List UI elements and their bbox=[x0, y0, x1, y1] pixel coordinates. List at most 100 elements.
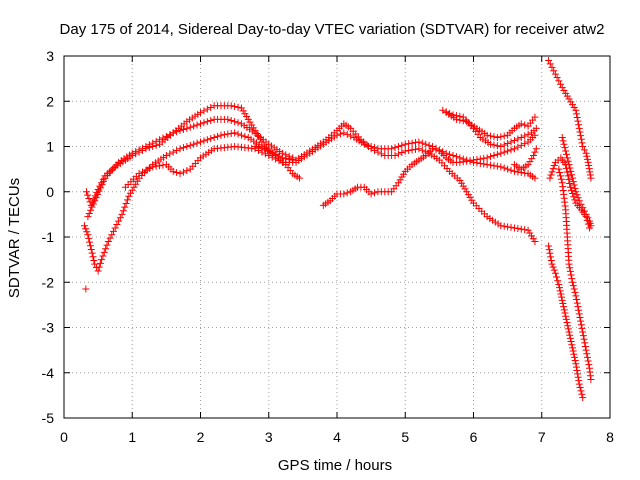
data-point bbox=[581, 343, 589, 351]
data-point bbox=[575, 197, 583, 205]
data-point bbox=[285, 155, 293, 163]
data-point bbox=[493, 162, 501, 170]
data-point bbox=[585, 361, 593, 369]
data-point bbox=[169, 129, 177, 137]
data-point bbox=[577, 321, 585, 329]
data-point bbox=[497, 163, 505, 171]
data-point bbox=[579, 394, 587, 402]
data-point bbox=[88, 203, 96, 211]
data-point bbox=[575, 380, 583, 388]
data-point bbox=[480, 154, 488, 162]
data-point bbox=[138, 144, 146, 152]
data-point bbox=[94, 190, 102, 198]
data-point bbox=[504, 223, 512, 231]
y-tick-label: -4 bbox=[42, 365, 55, 381]
y-tick-label: -3 bbox=[42, 320, 55, 336]
y-tick-label: 1 bbox=[46, 139, 54, 155]
data-point bbox=[197, 109, 204, 117]
data-point bbox=[98, 256, 106, 264]
data-point bbox=[193, 139, 201, 147]
data-point bbox=[203, 136, 211, 144]
data-point bbox=[583, 350, 591, 358]
x-tick-label: 5 bbox=[401, 429, 409, 445]
series-15 bbox=[82, 285, 90, 293]
data-point bbox=[234, 119, 242, 127]
data-point bbox=[500, 164, 508, 172]
data-point bbox=[130, 183, 138, 191]
data-point bbox=[560, 306, 568, 314]
data-point bbox=[214, 132, 222, 140]
x-tick-label: 4 bbox=[333, 429, 341, 445]
data-point bbox=[575, 121, 583, 129]
data-point bbox=[96, 259, 104, 267]
data-point bbox=[82, 285, 90, 293]
data-point bbox=[113, 221, 121, 229]
data-point bbox=[169, 148, 177, 156]
data-point bbox=[446, 150, 454, 158]
data-point bbox=[231, 129, 239, 137]
data-point bbox=[504, 139, 512, 147]
y-tick-label: 0 bbox=[46, 184, 54, 200]
data-point bbox=[127, 189, 135, 197]
data-point bbox=[459, 158, 467, 166]
data-point bbox=[510, 224, 518, 232]
data-point bbox=[183, 167, 191, 175]
data-point bbox=[565, 260, 573, 268]
data-point bbox=[203, 118, 211, 126]
series-1 bbox=[83, 102, 297, 209]
data-point bbox=[559, 137, 567, 145]
data-point bbox=[566, 264, 574, 272]
data-point bbox=[578, 324, 586, 332]
data-point bbox=[504, 165, 512, 173]
data-point bbox=[104, 238, 112, 246]
plot-frame bbox=[63, 55, 611, 419]
data-point bbox=[251, 143, 259, 150]
data-point bbox=[557, 172, 565, 180]
series-3 bbox=[80, 129, 303, 275]
data-point bbox=[203, 105, 211, 113]
data-point bbox=[95, 187, 103, 195]
data-point bbox=[217, 131, 225, 139]
data-point bbox=[132, 180, 140, 188]
y-axis-label: SDTVAR / TECUs bbox=[6, 178, 23, 298]
data-point bbox=[398, 141, 406, 149]
data-point bbox=[483, 154, 491, 162]
data-point bbox=[571, 184, 579, 192]
data-point bbox=[555, 165, 563, 173]
data-point bbox=[405, 140, 413, 148]
data-point bbox=[577, 387, 585, 395]
data-point bbox=[571, 357, 579, 365]
data-point bbox=[340, 190, 348, 198]
data-point bbox=[510, 145, 518, 153]
data-point bbox=[549, 263, 557, 271]
data-point bbox=[521, 169, 529, 177]
data-point bbox=[514, 143, 522, 151]
data-point bbox=[557, 80, 565, 88]
data-point bbox=[456, 158, 464, 166]
data-point bbox=[493, 133, 501, 141]
data-point bbox=[563, 154, 571, 162]
data-point bbox=[103, 241, 111, 249]
data-point bbox=[580, 335, 588, 343]
x-axis-label: GPS time / hours bbox=[278, 457, 392, 474]
data-point bbox=[578, 139, 586, 147]
data-point bbox=[411, 139, 419, 147]
data-point bbox=[561, 309, 569, 317]
data-point bbox=[567, 338, 575, 346]
data-point bbox=[261, 146, 269, 154]
data-point bbox=[547, 171, 555, 179]
series-7 bbox=[439, 106, 540, 150]
data-point bbox=[224, 115, 232, 123]
data-point bbox=[550, 266, 558, 274]
data-point bbox=[532, 124, 540, 132]
data-point bbox=[572, 360, 580, 368]
data-point bbox=[573, 191, 581, 199]
data-point bbox=[91, 260, 99, 268]
data-point bbox=[530, 152, 538, 160]
data-point bbox=[183, 124, 191, 132]
data-point bbox=[507, 146, 515, 154]
data-point bbox=[548, 260, 556, 268]
data-point bbox=[576, 383, 584, 391]
data-point bbox=[121, 203, 129, 211]
